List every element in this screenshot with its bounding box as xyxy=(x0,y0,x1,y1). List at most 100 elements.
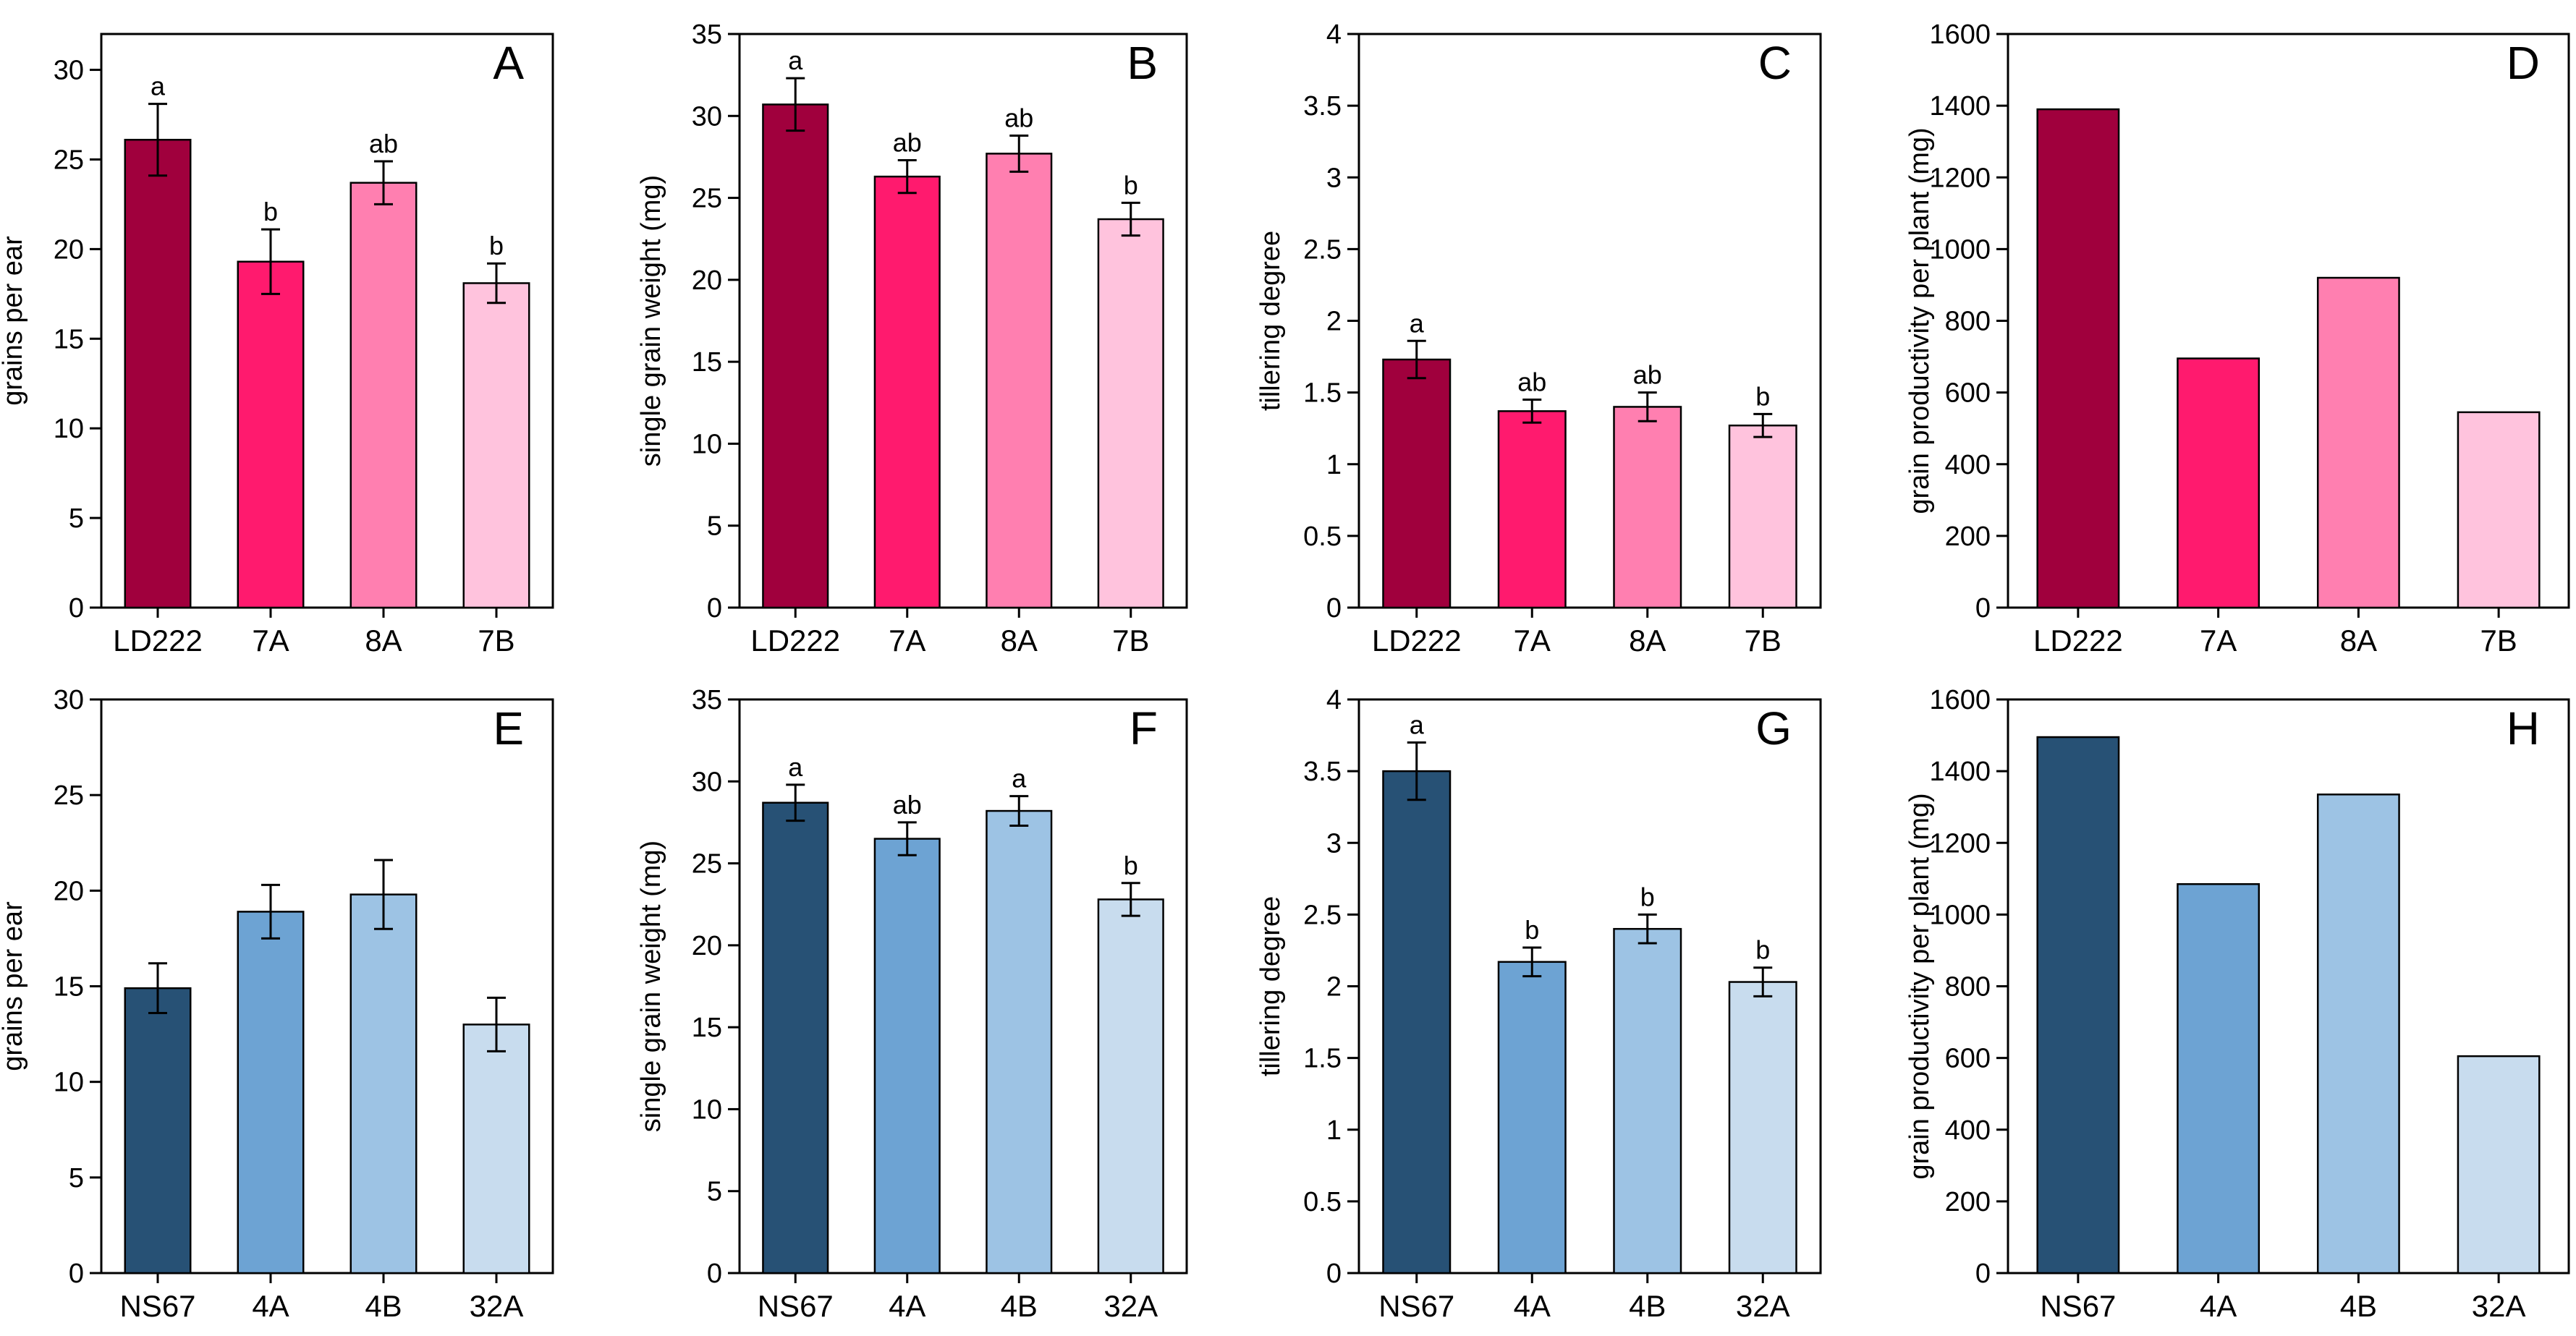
panel-d: 0 200 400 600 800 1000 1200 1400 1600 grain produ… xyxy=(1905,20,2570,658)
panel-b-ytick-label: 10 xyxy=(692,429,722,459)
panel-g-xtick-label: 4B xyxy=(1629,1289,1666,1323)
panel-e-bar xyxy=(124,987,192,1275)
panel-d-ytick-label: 400 xyxy=(1945,450,1991,480)
panel-b-bar xyxy=(986,153,1053,609)
panel-a-ytick-label: 5 xyxy=(69,503,84,534)
panel-g-ytick-label: 0 xyxy=(1326,1259,1342,1289)
panel-f-ytick-label: 15 xyxy=(692,1013,722,1043)
panel-b-xtick-label: LD222 xyxy=(750,624,840,658)
panel-h-bar xyxy=(2457,1055,2541,1275)
panel-f-ytick-label: 5 xyxy=(707,1177,722,1207)
panel-g-significance-label: a xyxy=(1410,710,1425,739)
panel-e-bar xyxy=(237,911,305,1275)
panel-d-bar xyxy=(2316,276,2400,609)
panel-g-ytick-label: 1.5 xyxy=(1303,1044,1342,1074)
panel-a-significance-label: a xyxy=(151,72,166,101)
panel-b-significance-label: b xyxy=(1124,170,1138,200)
panel-a-ytick-label: 10 xyxy=(54,414,84,444)
panel-e-ytick-label: 20 xyxy=(54,876,84,906)
panel-h-xtick-label: 4B xyxy=(2340,1289,2377,1323)
panel-d-xtick-label: 7A xyxy=(2200,624,2237,658)
panel-f-xtick-label: 4A xyxy=(889,1289,925,1323)
panel-d-bar xyxy=(2457,411,2541,609)
panel-e: 0 5 10 15 20 25 30 grains per ear E NS67 4A 4B 32A xyxy=(0,685,554,1323)
panel-h-ytick-label: 1200 xyxy=(1929,828,1991,859)
panel-e-ytick-label: 25 xyxy=(54,780,84,811)
panel-g-significance-label: b xyxy=(1525,915,1539,945)
panel-a-bar xyxy=(349,182,418,609)
panel-g-xtick-label: 32A xyxy=(1736,1289,1790,1323)
panel-f-significance-label: b xyxy=(1124,851,1138,880)
panel-h-ytick-label: 600 xyxy=(1945,1044,1991,1074)
panel-c-xtick-label: 7B xyxy=(1745,624,1781,658)
panel-b-ytick-label: 35 xyxy=(692,20,722,50)
panel-c-xtick-label: LD222 xyxy=(1372,624,1462,658)
panel-h-bar xyxy=(2177,882,2261,1275)
panel-c-bar xyxy=(1382,358,1452,609)
panel-c-ytick-label: 3.5 xyxy=(1303,91,1342,122)
panel-b-significance-label: a xyxy=(788,46,803,75)
panel-g-bar xyxy=(1613,927,1682,1275)
panel-f-letter: F xyxy=(1130,702,1158,754)
panel-d-ytick-label: 0 xyxy=(1975,593,1991,624)
panel-c-ytick-label: 1.5 xyxy=(1303,378,1342,409)
panel-b-ytick-label: 5 xyxy=(707,511,722,542)
panel-g: 0 0.5 1 1.5 2 2.5 3 3.5 4 tillering degree G NS67 a 4… xyxy=(1255,685,1822,1323)
panel-c-ytick-label: 1 xyxy=(1326,450,1342,480)
panel-c-significance-label: a xyxy=(1410,308,1425,338)
panel-d-ytick-label: 1400 xyxy=(1929,91,1991,122)
panel-e-ytick-label: 30 xyxy=(54,685,84,715)
panel-e-bar xyxy=(462,1024,530,1275)
panel-c-bar xyxy=(1497,410,1567,609)
panel-g-xtick-label: NS67 xyxy=(1378,1289,1454,1323)
panel-g-ytick-label: 2.5 xyxy=(1303,900,1342,930)
panel-f-xtick-label: 4B xyxy=(1001,1289,1038,1323)
panel-h-ytick-label: 1400 xyxy=(1929,757,1991,787)
panel-b-xtick-label: 7A xyxy=(889,624,925,658)
panel-a-significance-label: b xyxy=(263,197,278,226)
panel-d-xtick-label: 8A xyxy=(2340,624,2377,658)
panel-a-bar xyxy=(237,260,305,609)
panel-b-xtick-label: 8A xyxy=(1001,624,1038,658)
panel-b: 0 5 10 15 20 25 30 35 single grain weight (mg) B L… xyxy=(636,20,1188,658)
panel-c-ytick-label: 0.5 xyxy=(1303,522,1342,552)
panel-h-letter: H xyxy=(2507,702,2540,754)
panel-b-ytick-label: 15 xyxy=(692,347,722,378)
panel-g-letter: G xyxy=(1755,702,1792,754)
panel-f-significance-label: a xyxy=(788,752,803,782)
panel-g-ytick-label: 0.5 xyxy=(1303,1187,1342,1217)
panel-b-ytick-label: 25 xyxy=(692,184,722,214)
panel-h-ytick-label: 1000 xyxy=(1929,900,1991,930)
panel-a: 0 5 10 15 20 25 30 grains per ear A LD222 a 7A b 8A ab… xyxy=(0,33,554,658)
panel-e-bar xyxy=(349,893,418,1275)
panel-a-ytick-label: 20 xyxy=(54,234,84,265)
panel-e-ytick-label: 15 xyxy=(54,972,84,1003)
panel-e-xtick-label: 32A xyxy=(470,1289,524,1323)
panel-b-ytick-label: 20 xyxy=(692,265,722,296)
panel-b-ytick-label: 0 xyxy=(707,593,722,624)
panel-f-ytick-label: 25 xyxy=(692,849,722,880)
panel-c-bar xyxy=(1613,406,1682,609)
panel-h-bar xyxy=(2316,793,2400,1275)
panel-d-ytick-label: 1200 xyxy=(1929,163,1991,193)
panel-c-xtick-label: 8A xyxy=(1629,624,1666,658)
panel-f-ytick-label: 30 xyxy=(692,767,722,797)
panel-g-bar xyxy=(1497,961,1567,1275)
panel-f: 0 5 10 15 20 25 30 35 single grain weight (mg) F N… xyxy=(636,685,1188,1323)
panel-h-xtick-label: 4A xyxy=(2200,1289,2237,1323)
panel-h-ytick-label: 200 xyxy=(1945,1187,1991,1217)
panel-e-xtick-label: 4B xyxy=(365,1289,402,1323)
panel-b-frame xyxy=(738,33,1188,609)
panel-a-xtick-label: 7B xyxy=(478,624,514,658)
panel-f-xtick-label: 32A xyxy=(1103,1289,1158,1323)
panel-a-letter: A xyxy=(493,37,524,89)
panel-g-ylabel: tillering degree xyxy=(1255,896,1286,1076)
panel-b-xtick-label: 7B xyxy=(1112,624,1149,658)
panel-h-ylabel: grain productivity per plant (mg) xyxy=(1905,793,1935,1179)
panel-b-significance-label: ab xyxy=(893,127,922,157)
panel-f-xtick-label: NS67 xyxy=(758,1289,834,1323)
panel-a-ytick-label: 25 xyxy=(54,145,84,175)
panel-a-xtick-label: LD222 xyxy=(113,624,203,658)
panel-d-xtick-label: LD222 xyxy=(2033,624,2123,658)
